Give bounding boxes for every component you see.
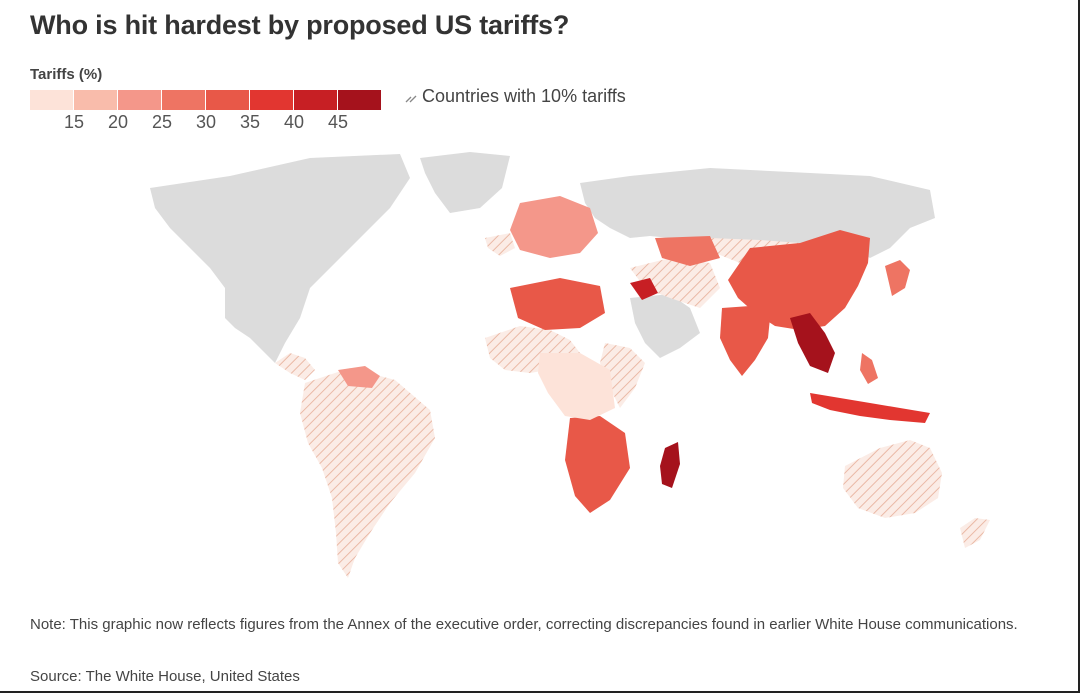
australia <box>843 440 942 518</box>
north-africa <box>510 278 605 330</box>
chart-title: Who is hit hardest by proposed US tariff… <box>30 10 570 40</box>
venezuela <box>338 366 380 388</box>
legend-swatch <box>206 90 249 110</box>
legend-swatch <box>30 90 73 110</box>
south-america <box>300 368 435 578</box>
north-america <box>150 154 410 363</box>
legend-swatch <box>250 90 293 110</box>
hatch-legend: Countries with 10% tariffs <box>404 86 626 107</box>
legend-color-scale <box>30 90 382 110</box>
indonesia <box>810 393 930 423</box>
hatch-legend-label: Countries with 10% tariffs <box>422 86 626 106</box>
legend-tick: 45 <box>327 112 349 132</box>
legend-swatch <box>294 90 337 110</box>
source-line: Source: The White House, United States <box>30 668 300 685</box>
legend-swatch <box>338 90 381 110</box>
middle-east <box>630 258 720 308</box>
greenland <box>420 152 510 213</box>
legend-tick: 35 <box>239 112 261 132</box>
legend-ticks: 15 20 25 30 35 40 45 <box>30 112 390 136</box>
east-africa <box>600 343 645 408</box>
hatch-icon <box>405 95 417 102</box>
new-zealand <box>960 518 990 548</box>
kazakhstan <box>655 236 720 266</box>
legend-swatch <box>118 90 161 110</box>
southeast-asia <box>790 313 835 373</box>
world-map <box>150 152 990 578</box>
legend-title: Tariffs (%) <box>30 66 103 83</box>
frame-border-right <box>1078 0 1080 693</box>
arabia <box>630 294 700 358</box>
india <box>720 306 770 376</box>
legend-tick: 15 <box>63 112 85 132</box>
legend-swatch <box>162 90 205 110</box>
legend-swatch <box>74 90 117 110</box>
footnote: Note: This graphic now reflects figures … <box>30 616 1018 633</box>
legend-tick: 30 <box>195 112 217 132</box>
central-america <box>275 353 315 380</box>
europe <box>510 196 598 258</box>
legend-tick: 20 <box>107 112 129 132</box>
hatched-europe <box>485 233 515 256</box>
frame-border-bottom <box>0 691 1080 693</box>
central-africa <box>538 353 615 420</box>
tariff-land <box>338 196 930 513</box>
iraq-syria <box>630 278 658 300</box>
legend-tick: 40 <box>283 112 305 132</box>
madagascar <box>660 442 680 488</box>
legend-tick: 25 <box>151 112 173 132</box>
japan <box>885 260 910 296</box>
philippines <box>860 353 878 384</box>
southern-africa <box>565 416 630 513</box>
china <box>728 230 870 330</box>
